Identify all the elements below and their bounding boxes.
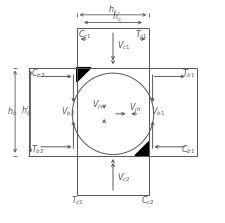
Text: $T_{b1}$: $T_{b1}$: [181, 67, 195, 80]
Text: $V_{c2}$: $V_{c2}$: [117, 171, 130, 184]
Text: $T_{c1}$: $T_{c1}$: [135, 29, 148, 41]
Polygon shape: [76, 68, 91, 82]
Text: $C_{b2}$: $C_{b2}$: [30, 67, 45, 80]
Text: $V_{jv}$: $V_{jv}$: [92, 99, 104, 112]
Text: $V_{b2}$: $V_{b2}$: [61, 105, 75, 118]
Text: $T_{b2}$: $T_{b2}$: [30, 143, 44, 156]
Text: $V_{c1}$: $V_{c1}$: [117, 39, 130, 52]
Text: $C_{c1}$: $C_{c1}$: [77, 29, 91, 41]
Text: $h_c$: $h_c$: [108, 3, 117, 16]
Text: $V_{jh}$: $V_{jh}$: [129, 102, 141, 115]
Text: $h_b$: $h_b$: [7, 105, 17, 118]
Text: $T_{c2}$: $T_{c2}$: [71, 194, 84, 207]
Text: $h_c'$: $h_c'$: [112, 11, 122, 25]
Text: $h_b'$: $h_b'$: [21, 105, 32, 118]
Polygon shape: [134, 141, 149, 156]
Text: $C_{b1}$: $C_{b1}$: [180, 143, 195, 156]
Text: $C_{c2}$: $C_{c2}$: [141, 194, 154, 207]
Text: $V_{b1}$: $V_{b1}$: [150, 105, 164, 118]
